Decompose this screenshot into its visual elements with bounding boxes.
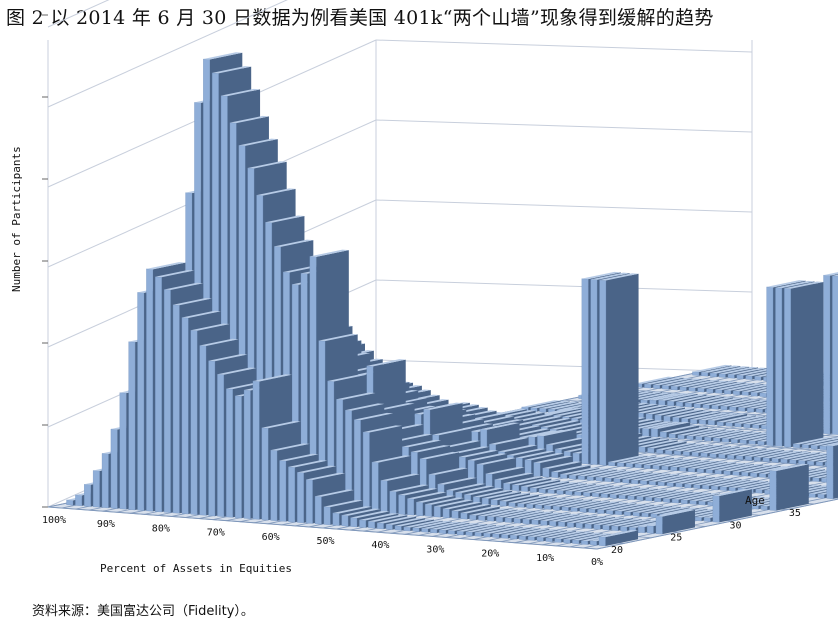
x-tick-label: 90% [97, 519, 115, 530]
x-ticks: 100% 90% 80% 70% 60% 50% 40% 30% 20% 10% 0% [42, 515, 603, 568]
bar [784, 281, 824, 448]
x-tick-label: 40% [371, 540, 389, 551]
z-axis-title: Number of Participants [10, 146, 23, 292]
figure-title: 图 2 以 2014 年 6 月 30 日数据为例看美国 401k“两个山墙”现… [6, 7, 714, 29]
x-tick-label: 50% [317, 536, 335, 547]
wall-gridline [375, 199, 753, 213]
wall-edge [375, 359, 753, 373]
x-axis-title: Percent of Assets in Equities [100, 562, 292, 575]
x-tick-label: 100% [42, 515, 66, 526]
x-tick-label: 20% [481, 549, 499, 560]
y-ticks: 202530354045505560657075 [611, 508, 801, 556]
bar [712, 488, 752, 523]
bar [769, 463, 809, 511]
wall-gridline [47, 0, 110, 28]
x-tick-label: 30% [426, 544, 444, 555]
floor-gridline [47, 506, 598, 550]
y-axis-title: Age [745, 494, 765, 507]
x-tick-label: 0% [591, 557, 603, 568]
wall-gridline [47, 0, 288, 108]
bar [826, 443, 838, 499]
x-tick-label: 70% [207, 528, 225, 539]
bar [832, 274, 838, 435]
bars [66, 52, 838, 547]
x-tick-label: 10% [536, 553, 554, 564]
y-tick-label: 30 [730, 520, 742, 531]
source-note: 资料来源：美国富达公司（Fidelity）。 [32, 604, 254, 619]
chart-3d-bar: 100% 90% 80% 70% 60% 50% 40% 30% 20% 10% 0% 20 25 30… [10, 0, 838, 575]
y-tick-label: 25 [670, 533, 682, 544]
x-tick-label: 80% [152, 523, 170, 534]
y-tick-label: 35 [789, 508, 801, 519]
bar [599, 273, 639, 466]
wall-gridline [375, 279, 753, 293]
wall-gridline [375, 39, 753, 53]
bar [655, 509, 695, 535]
y-tick-label: 20 [611, 545, 623, 556]
bar [598, 529, 639, 547]
x-tick-label: 60% [262, 532, 280, 543]
wall-gridline [375, 119, 753, 133]
